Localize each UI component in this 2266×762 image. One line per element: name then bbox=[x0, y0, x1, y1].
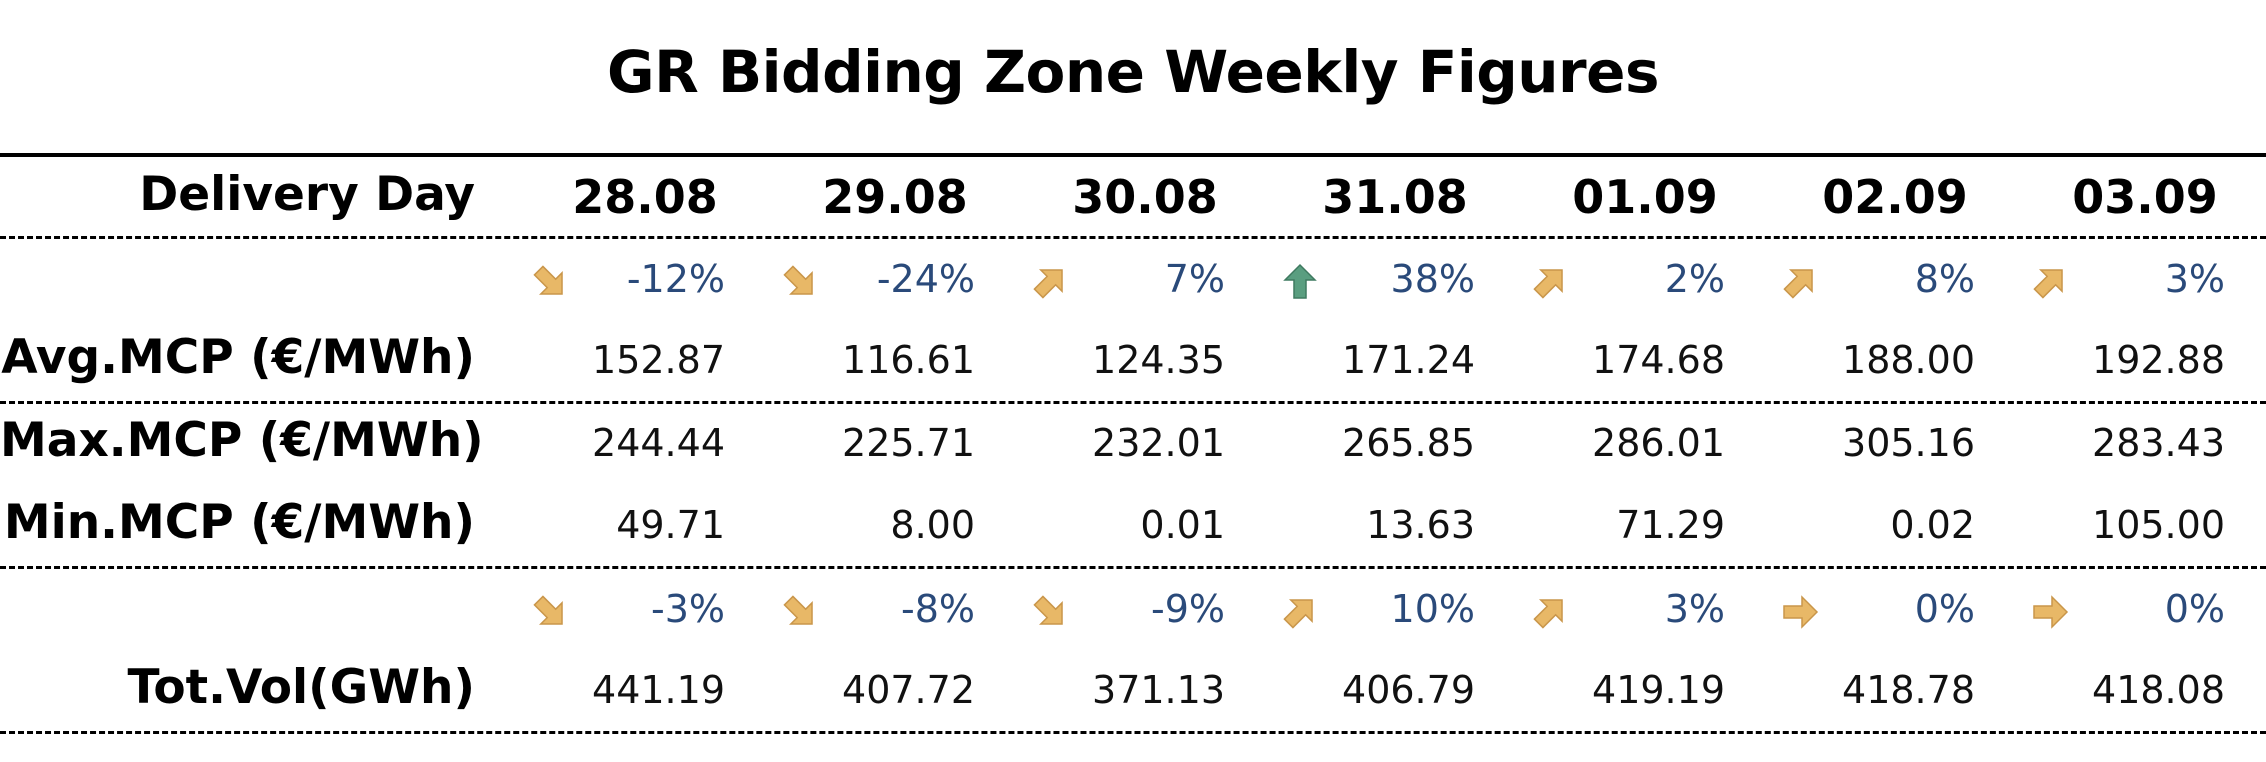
min-mcp-value: 105.00 bbox=[2092, 503, 2225, 547]
min-mcp-value: 0.01 bbox=[1140, 503, 1225, 547]
max-mcp-label: Max.MCP (€/MWh) bbox=[0, 413, 484, 468]
avg-mcp-value: 124.35 bbox=[1092, 338, 1225, 382]
avg-mcp-change: 8% bbox=[1914, 257, 1975, 301]
min-mcp-value: 13.63 bbox=[1366, 503, 1475, 547]
tot-vol-change: 10% bbox=[1390, 587, 1475, 631]
delivery-day-header: 02.09 bbox=[1822, 170, 1968, 224]
min-mcp-value: 8.00 bbox=[890, 503, 975, 547]
avg-mcp-change: 2% bbox=[1664, 257, 1725, 301]
tot-vol-value: 441.19 bbox=[592, 668, 725, 712]
avg-mcp-change: 7% bbox=[1164, 257, 1225, 301]
max-mcp-value: 225.71 bbox=[842, 421, 975, 465]
avg-mcp-value: 188.00 bbox=[1842, 338, 1975, 382]
avg-mcp-label: Avg.MCP (€/MWh) bbox=[1, 330, 475, 385]
avg-mcp-value: 171.24 bbox=[1342, 338, 1475, 382]
max-mcp-value: 244.44 bbox=[592, 421, 725, 465]
tot-vol-value: 418.08 bbox=[2092, 668, 2225, 712]
avg-mcp-value: 192.88 bbox=[2092, 338, 2225, 382]
arrow-down-right-icon bbox=[530, 262, 570, 302]
tot-vol-change: 0% bbox=[1914, 587, 1975, 631]
tot-vol-label: Tot.Vol(GWh) bbox=[127, 660, 475, 715]
arrow-down-right-icon bbox=[780, 592, 820, 632]
tot-vol-change: -9% bbox=[1151, 587, 1225, 631]
tot-vol-value: 406.79 bbox=[1342, 668, 1475, 712]
arrow-up-right-icon bbox=[1780, 262, 1820, 302]
delivery-day-header: 31.08 bbox=[1322, 170, 1468, 224]
max-mcp-value: 232.01 bbox=[1092, 421, 1225, 465]
page-title: GR Bidding Zone Weekly Figures bbox=[607, 38, 1660, 106]
tot-vol-value: 419.19 bbox=[1592, 668, 1725, 712]
max-mcp-value: 265.85 bbox=[1342, 421, 1475, 465]
divider bbox=[0, 401, 2266, 404]
avg-mcp-change: 3% bbox=[2164, 257, 2225, 301]
avg-mcp-change: -12% bbox=[626, 257, 725, 301]
delivery-day-header: 29.08 bbox=[822, 170, 968, 224]
tot-vol-value: 418.78 bbox=[1842, 668, 1975, 712]
delivery-day-header: 03.09 bbox=[2072, 170, 2218, 224]
arrow-up-icon bbox=[1280, 262, 1320, 302]
table-top-border bbox=[0, 153, 2266, 157]
min-mcp-value: 49.71 bbox=[616, 503, 725, 547]
tot-vol-change: -8% bbox=[901, 587, 975, 631]
arrow-right-icon bbox=[1780, 592, 1820, 632]
arrow-up-right-icon bbox=[1030, 262, 1070, 302]
avg-mcp-change: 38% bbox=[1390, 257, 1475, 301]
arrow-up-right-icon bbox=[1280, 592, 1320, 632]
arrow-down-right-icon bbox=[1030, 592, 1070, 632]
delivery-day-header: 28.08 bbox=[572, 170, 718, 224]
arrow-up-right-icon bbox=[2030, 262, 2070, 302]
tot-vol-value: 407.72 bbox=[842, 668, 975, 712]
avg-mcp-value: 174.68 bbox=[1592, 338, 1725, 382]
divider bbox=[0, 236, 2266, 239]
min-mcp-value: 71.29 bbox=[1616, 503, 1725, 547]
arrow-down-right-icon bbox=[530, 592, 570, 632]
arrow-up-right-icon bbox=[1530, 262, 1570, 302]
avg-mcp-change: -24% bbox=[876, 257, 975, 301]
arrow-down-right-icon bbox=[780, 262, 820, 302]
min-mcp-label: Min.MCP (€/MWh) bbox=[3, 495, 475, 550]
delivery-day-header: 01.09 bbox=[1572, 170, 1718, 224]
tot-vol-value: 371.13 bbox=[1092, 668, 1225, 712]
header-label: Delivery Day bbox=[139, 167, 475, 222]
delivery-day-header: 30.08 bbox=[1072, 170, 1218, 224]
arrow-up-right-icon bbox=[1530, 592, 1570, 632]
tot-vol-change: 0% bbox=[2164, 587, 2225, 631]
avg-mcp-value: 116.61 bbox=[842, 338, 975, 382]
divider bbox=[0, 731, 2266, 734]
min-mcp-value: 0.02 bbox=[1890, 503, 1975, 547]
tot-vol-change: -3% bbox=[651, 587, 725, 631]
arrow-right-icon bbox=[2030, 592, 2070, 632]
max-mcp-value: 305.16 bbox=[1842, 421, 1975, 465]
max-mcp-value: 286.01 bbox=[1592, 421, 1725, 465]
divider bbox=[0, 566, 2266, 569]
max-mcp-value: 283.43 bbox=[2092, 421, 2225, 465]
tot-vol-change: 3% bbox=[1664, 587, 1725, 631]
avg-mcp-value: 152.87 bbox=[592, 338, 725, 382]
